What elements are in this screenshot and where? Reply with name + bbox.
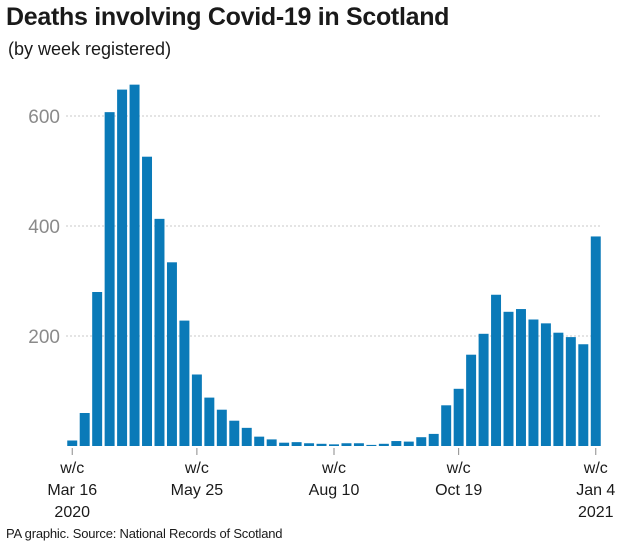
x-tick-label: w/c Jan 4 2021 [576,460,615,520]
bar [391,441,402,446]
x-tick-label: w/c Oct 19 [435,460,482,499]
bar [528,319,539,446]
bar [366,444,377,446]
bar [79,413,90,446]
bar-chart: 200 400 600 w/c Mar 16 2020 w/c May 25 w/c Aug 1… [28,84,615,520]
bar [291,442,302,446]
bar [578,344,589,446]
bar [378,443,389,446]
bar [316,443,327,446]
bar [540,323,551,446]
y-tick-label: 400 [28,217,60,238]
x-tick-labels: w/c Mar 16 2020 w/c May 25 w/c Aug 10 w/c Oct 19… [47,448,615,520]
bar [503,311,514,446]
bar [403,441,414,446]
bar [216,409,227,446]
bar [166,262,177,446]
bar [241,427,252,446]
bar [254,436,265,446]
bar [353,443,364,446]
bar [92,292,103,446]
bar [179,320,190,446]
x-tick-label: w/c May 25 [171,460,224,499]
bar [565,337,576,446]
bar [341,443,352,446]
bar [304,443,315,446]
bar [67,440,78,446]
bar [441,405,452,446]
bar [416,437,427,446]
bar [478,333,489,446]
bar [154,218,165,446]
y-tick-labels: 200 400 600 [28,107,60,348]
bar [329,444,339,446]
x-tick-label: w/c Aug 10 [309,460,360,499]
chart-title: Deaths involving Covid-19 in Scotland [6,3,450,31]
bar [191,374,202,446]
bar [266,439,277,446]
chart-subtitle: (by week registered) [8,39,172,59]
bar [466,354,477,446]
bar [117,89,128,446]
bar [515,309,526,446]
y-tick-label: 600 [28,107,60,128]
bar [104,112,115,447]
x-tick-label: w/c Mar 16 2020 [47,460,97,520]
bar [142,156,153,446]
bar [129,84,140,447]
bar [229,420,240,446]
bar [553,332,564,446]
bar [428,433,439,446]
source-note: PA graphic. Source: National Records of … [6,526,283,541]
bar [590,236,601,446]
bars-layer [67,84,601,447]
bar [453,388,464,446]
bar [204,397,215,446]
y-tick-label: 200 [28,327,60,348]
bar [491,294,502,446]
bar [279,442,290,446]
